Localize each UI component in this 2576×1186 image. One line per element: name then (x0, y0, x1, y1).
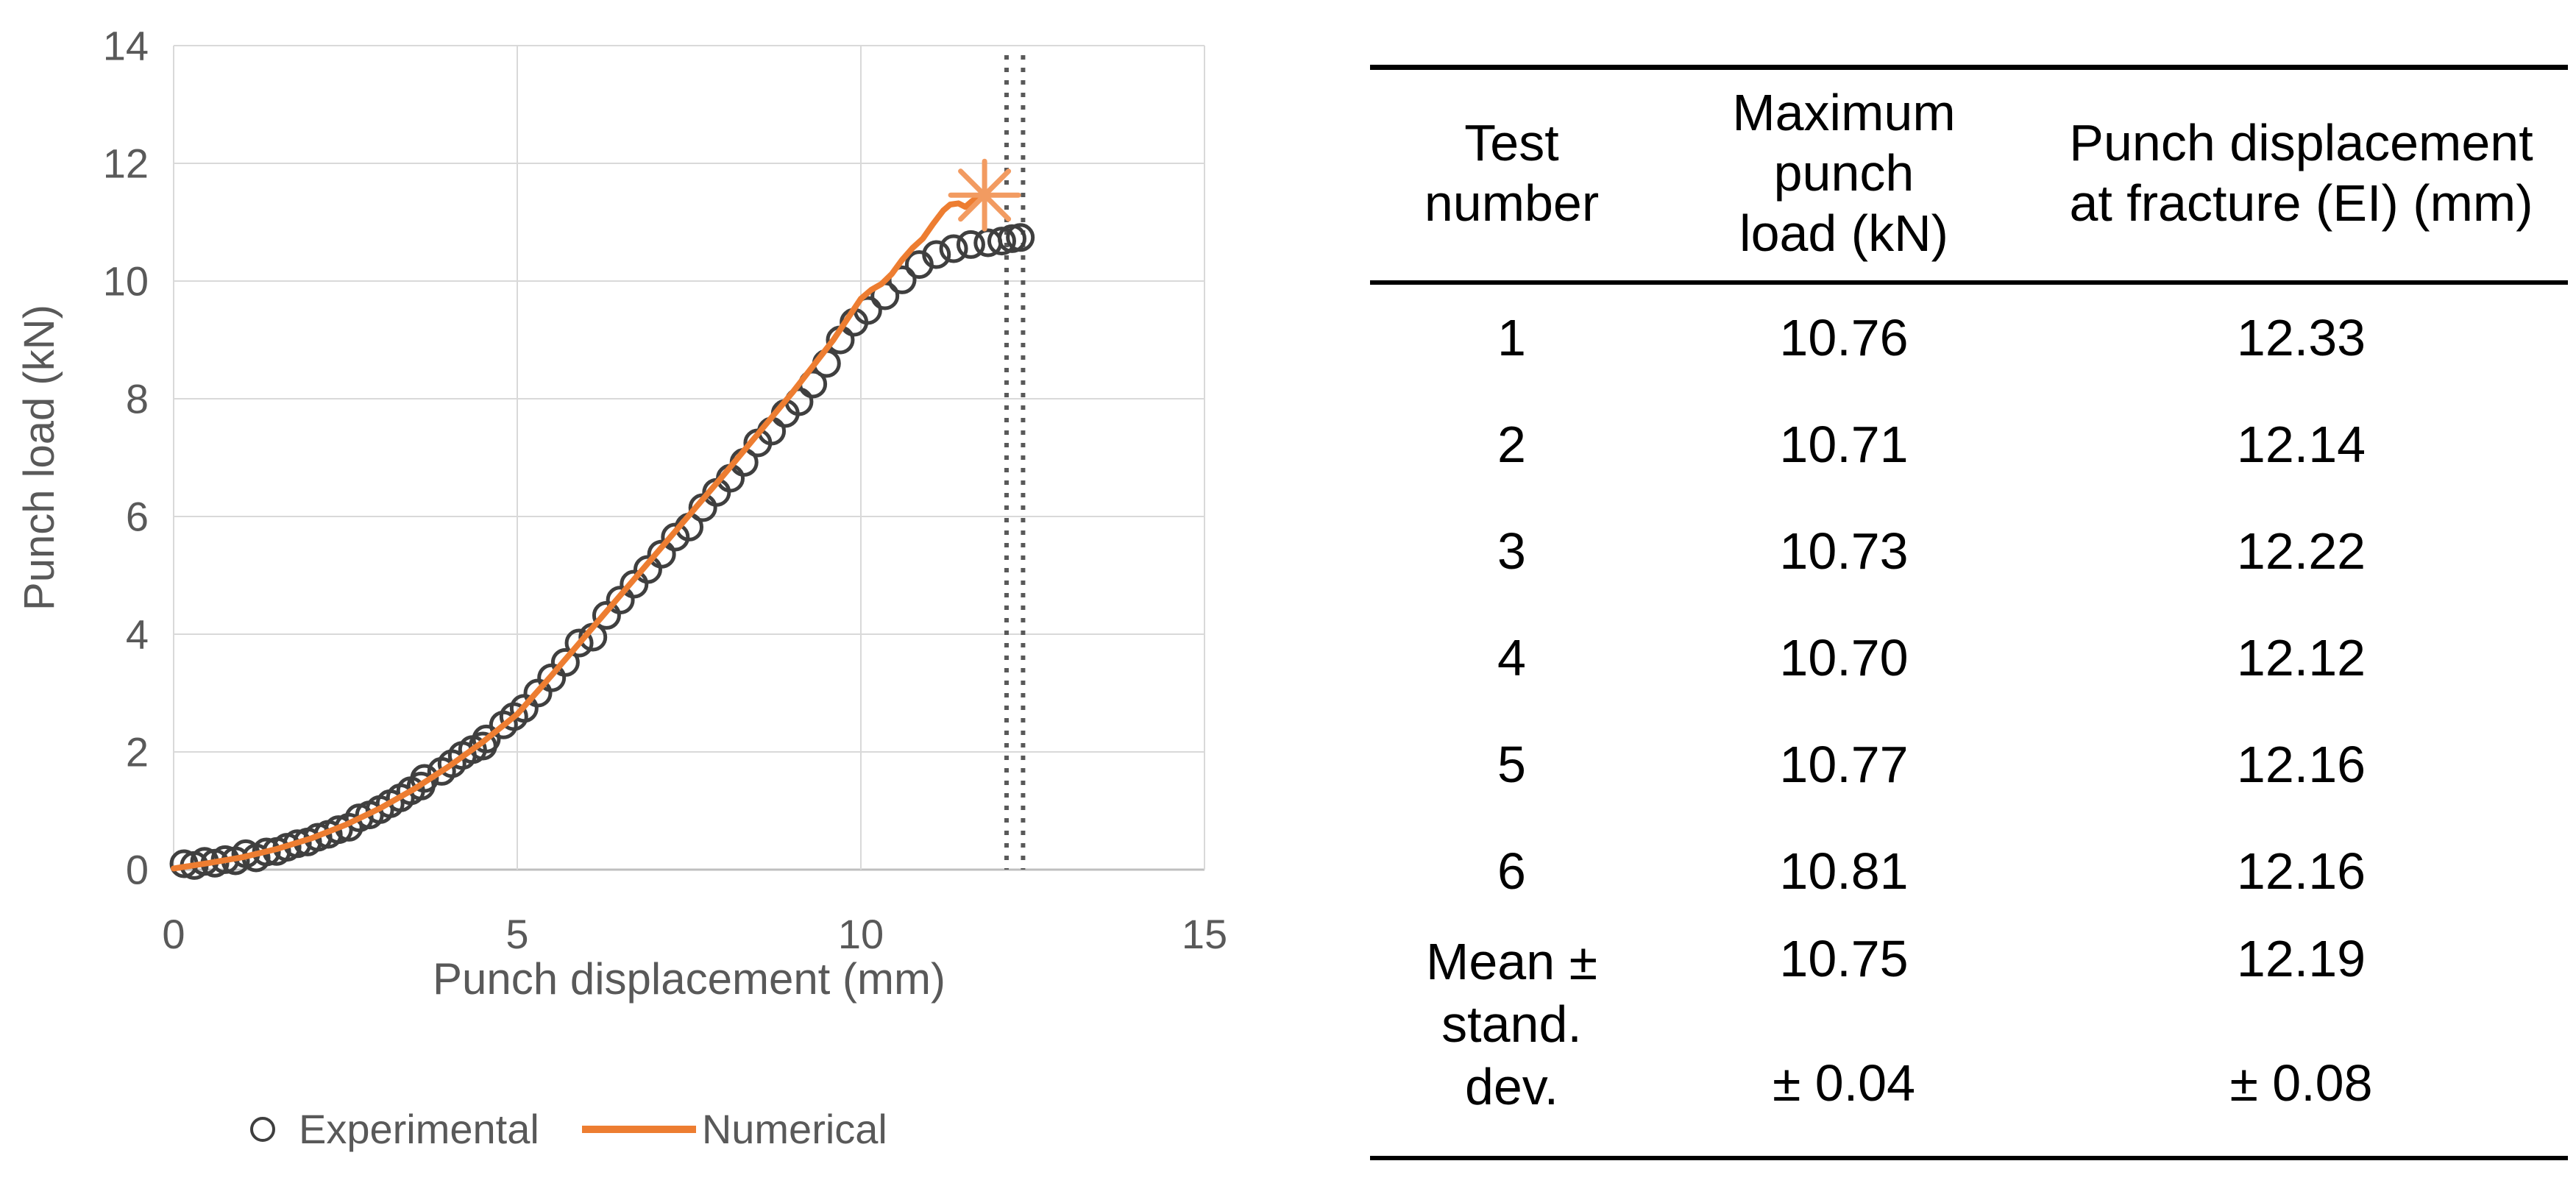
experimental-point (647, 539, 676, 569)
cell-displacement: 12.14 (2236, 415, 2366, 473)
cell-test-number: 1 (1497, 308, 1526, 366)
x-tick-label: 5 (505, 911, 528, 957)
y-tick-label: 6 (126, 494, 149, 540)
table-row: 3 10.73 12.22 (1370, 498, 2568, 605)
cell-mean-displacement: 12.19 ± 0.08 (2034, 925, 2568, 1158)
legend-item-experimental: Experimental (250, 1105, 539, 1153)
spacer (1654, 987, 2034, 1055)
cell-max-load: 10.76 (1779, 308, 1909, 366)
table-row: 4 10.70 12.12 (1370, 605, 2568, 711)
cell-displacement: 12.33 (2236, 308, 2366, 366)
spacer (2035, 987, 2567, 1055)
y-tick-label: 4 (126, 611, 149, 658)
cell-test-number: 5 (1497, 735, 1526, 793)
cell-max-load: 10.81 (1779, 842, 1909, 900)
legend-label-experimental: Experimental (299, 1106, 539, 1152)
experimental-point (410, 764, 439, 793)
experimental-point (956, 230, 985, 259)
results-table-wrap: Test number Maximum punch load (kN) Punc… (1370, 65, 2568, 1160)
cell-max-load: 10.77 (1779, 735, 1909, 793)
legend: Experimental Numerical (250, 1105, 887, 1153)
results-table: Test number Maximum punch load (kN) Punc… (1370, 65, 2568, 1160)
x-tick-label: 15 (1182, 911, 1227, 957)
legend-label-numerical: Numerical (701, 1106, 887, 1152)
cell-test-number: 2 (1497, 415, 1526, 473)
experimental-point (550, 647, 580, 677)
chart-svg: 0 5 10 15 0 2 4 6 8 10 12 14 (103, 23, 1227, 957)
y-tick-label: 12 (103, 141, 149, 187)
cell-displacement: 12.16 (2236, 842, 2366, 900)
table-row: 5 10.77 12.16 (1370, 711, 2568, 818)
cell-test-number: 4 (1497, 628, 1526, 686)
experimental-point (564, 628, 594, 658)
cell-test-number: 3 (1497, 522, 1526, 580)
numerical-end-star-icon (958, 168, 1012, 222)
col-header-test-number: Test number (1424, 113, 1600, 232)
y-tick-label: 14 (103, 23, 149, 69)
x-tick-label: 10 (838, 911, 884, 957)
punch-load-chart: 0 5 10 15 0 2 4 6 8 10 12 14 Punch load (kN) Punch … (15, 23, 1227, 1153)
y-tick-label: 0 (126, 847, 149, 893)
cell-max-load: 10.70 (1779, 628, 1909, 686)
open-circle-marker-icon (250, 1116, 275, 1142)
cell-mean-label: Mean ± stand. dev. (1426, 932, 1597, 1116)
x-axis-title: Punch displacement (mm) (433, 954, 945, 1004)
experimental-point (922, 240, 951, 269)
cell-displacement: 12.12 (2236, 628, 2366, 686)
y-tick-label: 8 (126, 376, 149, 422)
x-tick-label: 0 (162, 911, 185, 957)
table-row: 2 10.71 12.14 (1370, 391, 2568, 498)
y-tick-label: 2 (126, 729, 149, 775)
y-tick-label: 10 (103, 258, 149, 305)
experimental-point (987, 227, 1016, 256)
cell-max-load: 10.73 (1779, 522, 1909, 580)
cell-displacement: 12.16 (2236, 735, 2366, 793)
col-header-max-punch-load: Maximum punch load (kN) (1732, 84, 1956, 262)
experimental-point (939, 234, 968, 263)
col-header-punch-displacement: Punch displacement at fracture (EI) (mm) (2069, 113, 2533, 232)
table-row: 1 10.76 12.33 (1370, 283, 2568, 391)
cell-mean-max-load: 10.75 ± 0.04 (1653, 925, 2034, 1158)
cell-max-load: 10.71 (1779, 415, 1909, 473)
y-axis-title: Punch load (kN) (15, 305, 63, 611)
cell-test-number: 6 (1497, 842, 1526, 900)
cell-displacement: 12.22 (2236, 522, 2366, 580)
legend-item-numerical: Numerical (581, 1105, 887, 1153)
experimental-point (1006, 223, 1035, 252)
table-header: Test number Maximum punch load (kN) Punc… (1370, 68, 2568, 283)
line-marker-icon (581, 1125, 696, 1133)
experimental-point (472, 724, 501, 753)
table-row: 6 10.81 12.16 (1370, 818, 2568, 925)
table-row-mean: Mean ± stand. dev. 10.75 ± 0.04 12.19 ± … (1370, 925, 2568, 1158)
numerical-line (171, 192, 988, 872)
